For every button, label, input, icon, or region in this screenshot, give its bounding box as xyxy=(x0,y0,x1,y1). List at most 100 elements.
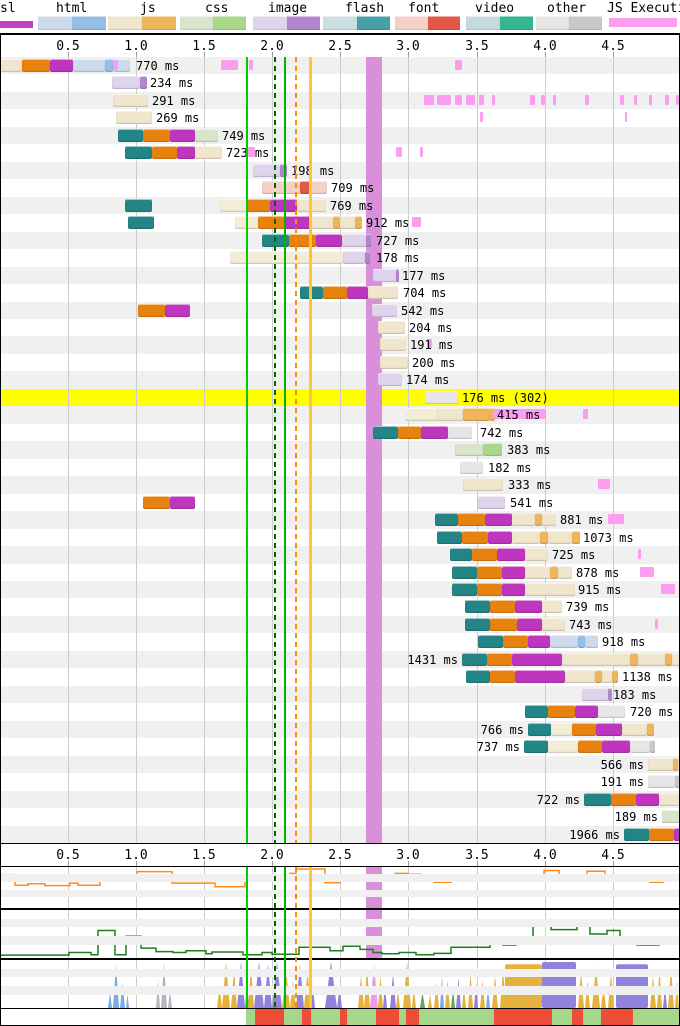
request-bar-segment-ssl xyxy=(515,600,542,614)
request-row[interactable]: 269 ms xyxy=(0,109,680,126)
request-time-label: 881 ms xyxy=(560,513,604,528)
legend-swatch-css xyxy=(180,16,246,30)
request-row[interactable]: 720 ms xyxy=(0,703,680,720)
js-execution-blip xyxy=(113,60,118,70)
request-row[interactable]: 541 ms xyxy=(0,494,680,511)
request-row[interactable]: 918 ms xyxy=(0,633,680,650)
request-row[interactable]: 333 ms xyxy=(0,476,680,493)
request-row[interactable]: 189 ms xyxy=(0,808,680,825)
request-time-label: 709 ms xyxy=(331,181,375,196)
request-row[interactable]: 739 ms xyxy=(0,598,680,615)
axis-tick-mark xyxy=(408,861,409,866)
request-row[interactable]: 182 ms xyxy=(0,459,680,476)
js-execution-blip xyxy=(494,409,546,420)
request-row[interactable]: 174 ms xyxy=(0,371,680,388)
request-time-label: 174 ms xyxy=(406,373,450,388)
axis-tick-mark xyxy=(477,861,478,866)
request-row[interactable]: 766 ms xyxy=(0,721,680,738)
request-row[interactable]: 1138 ms xyxy=(0,668,680,685)
request-bar-segment-dns xyxy=(125,198,152,212)
request-row[interactable]: 722 ms xyxy=(0,791,680,808)
js-execution-blip xyxy=(396,147,402,158)
request-bar-segment-js_l xyxy=(380,355,408,369)
request-bar-segment-css_l xyxy=(455,443,483,457)
gridline xyxy=(340,57,341,843)
legend-swatch-light xyxy=(108,16,142,30)
request-row[interactable]: 881 ms xyxy=(0,511,680,528)
request-row[interactable]: 725 ms xyxy=(0,546,680,563)
request-bar-segment-ssl xyxy=(50,59,73,72)
axis-tick-mark xyxy=(68,52,69,57)
request-row[interactable]: 198 ms xyxy=(0,162,680,179)
request-row[interactable]: 200 ms xyxy=(0,354,680,371)
request-row[interactable]: 742 ms xyxy=(0,424,680,441)
request-row[interactable]: 704 ms xyxy=(0,284,680,301)
js-execution-blip xyxy=(248,147,255,158)
request-time-label: 727 ms xyxy=(376,233,420,248)
request-bar-segment-connect xyxy=(472,548,497,562)
request-bar-segment-js_d xyxy=(535,513,542,527)
request-bar-segment-other_l xyxy=(425,390,458,404)
js-execution-blip xyxy=(640,566,654,577)
gridline xyxy=(136,57,137,843)
request-row[interactable]: 183 ms xyxy=(0,686,680,703)
request-bar-segment-js_d xyxy=(647,722,654,736)
request-bar-segment-connect xyxy=(490,670,515,684)
legend-swatch-dark xyxy=(72,16,106,30)
request-time-label: 915 ms xyxy=(578,583,622,597)
bandwidth-chart xyxy=(0,910,680,960)
request-bar-segment-dns xyxy=(125,146,152,160)
request-bar-segment-wait xyxy=(230,251,343,265)
time-axis-bottom: 0.5 1.0 1.5 2.0 2.5 3.0 3.5 4.0 4.5 xyxy=(0,843,680,867)
request-bar-segment-connect xyxy=(649,827,674,841)
request-bar-segment-ssl xyxy=(170,495,195,509)
request-row[interactable]: 1431 ms xyxy=(0,651,680,668)
request-row[interactable]: 542 ms xyxy=(0,302,680,319)
request-bar-segment-img_d xyxy=(366,233,371,247)
request-time-label: 178 ms xyxy=(376,251,420,266)
request-bar-segment-js_l xyxy=(116,111,152,125)
request-row[interactable]: 769 ms xyxy=(0,197,680,214)
legend-label: image xyxy=(268,1,308,16)
request-row[interactable]: 912 ms xyxy=(0,214,680,231)
js-execution-blip xyxy=(455,94,462,105)
request-bar-segment-js_l xyxy=(0,59,22,72)
legend: sl html js css image flash font video other JS Ex… xyxy=(0,0,680,33)
request-time-label: 176 ms (302) xyxy=(462,390,549,405)
js-execution-blip xyxy=(466,94,475,105)
request-row[interactable]: 1966 ms xyxy=(0,826,680,843)
request-row[interactable]: 234 ms xyxy=(0,74,680,91)
request-row[interactable]: 878 ms xyxy=(0,564,680,581)
legend-label: video xyxy=(475,1,515,16)
request-bar-segment-connect xyxy=(138,303,165,317)
js-execution-blip xyxy=(249,60,253,70)
axis-tick-mark xyxy=(613,861,614,866)
long-task-segment-ok xyxy=(399,1009,406,1025)
request-row[interactable]: 737 ms xyxy=(0,738,680,755)
gridline xyxy=(408,57,409,843)
js-execution-blip xyxy=(655,618,658,629)
request-row[interactable]: 415 ms xyxy=(0,406,680,423)
axis-tick-mark xyxy=(68,861,69,866)
request-row[interactable]: 178 ms xyxy=(0,249,680,266)
request-row[interactable]: 749 ms xyxy=(0,127,680,144)
request-row[interactable]: 1073 ms xyxy=(0,529,680,546)
long-task-segment-long xyxy=(494,1009,552,1025)
request-row[interactable]: 191 ms xyxy=(0,336,680,353)
request-bar-segment-connect xyxy=(477,565,502,579)
request-row[interactable]: 383 ms xyxy=(0,441,680,458)
request-row[interactable]: 915 ms xyxy=(0,581,680,598)
request-row[interactable]: 709 ms xyxy=(0,179,680,196)
legend-swatch-js xyxy=(108,16,176,30)
request-row[interactable]: 770 ms xyxy=(0,57,680,74)
request-row[interactable]: 743 ms xyxy=(0,616,680,633)
request-row[interactable]: 204 ms xyxy=(0,319,680,336)
axis-tick-label: 4.5 xyxy=(601,39,625,54)
legend-swatch-light xyxy=(395,16,428,30)
request-row[interactable]: 291 ms xyxy=(0,92,680,109)
request-time-label: 234 ms xyxy=(150,76,194,91)
marker-magenta-band xyxy=(366,57,382,843)
request-row[interactable]: 177 ms xyxy=(0,267,680,284)
request-row[interactable]: 191 ms xyxy=(0,773,680,790)
request-row[interactable]: 176 ms (302) xyxy=(0,389,680,406)
